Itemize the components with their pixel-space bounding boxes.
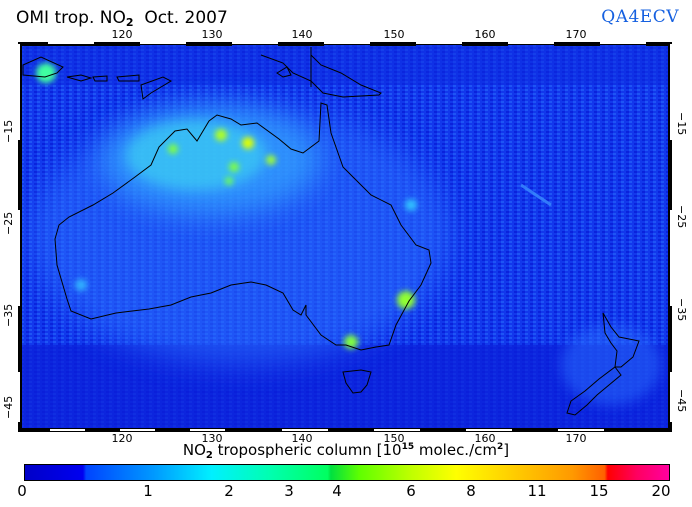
colorbar-tick: 3 (284, 482, 294, 500)
colorbar-label-exponent: 15 (401, 442, 415, 452)
colorbar-label-mid: tropospheric column [10 (212, 441, 402, 459)
map-frame-right (668, 42, 672, 432)
colorbar (24, 464, 670, 481)
map-frame-bottom (20, 428, 672, 432)
lat-tick-right: −15 (675, 112, 688, 136)
lon-tick-top: 140 (291, 28, 313, 41)
title-subscript: 2 (125, 16, 134, 29)
lon-tick-bottom: 130 (201, 432, 223, 445)
colorbar-tick: 20 (651, 482, 671, 500)
lon-tick-bottom: 120 (111, 432, 133, 445)
lon-tick-top: 160 (474, 28, 496, 41)
colorbar-tick: 6 (406, 482, 416, 500)
lat-tick-left: −35 (2, 303, 15, 327)
lat-tick-right: −25 (675, 205, 688, 229)
lon-tick-top: 130 (201, 28, 223, 41)
colorbar-label-end: ] (503, 441, 510, 459)
colorbar-tick: 8 (466, 482, 476, 500)
map-frame-top (20, 42, 672, 46)
colorbar-tick: 1 (143, 482, 153, 500)
lon-tick-top: 150 (383, 28, 405, 41)
colorbar-tick: 11 (527, 482, 547, 500)
lon-tick-bottom: 170 (565, 432, 587, 445)
colorbar-label-sub: 2 (205, 450, 213, 461)
lon-tick-bottom: 140 (291, 432, 313, 445)
lon-tick-bottom: 160 (474, 432, 496, 445)
lon-tick-bottom: 150 (383, 432, 405, 445)
map-frame-left (18, 42, 22, 432)
lat-tick-right: −45 (675, 389, 688, 413)
lat-tick-left: −15 (2, 119, 15, 143)
colorbar-tick: 4 (332, 482, 342, 500)
no2-map (20, 44, 672, 431)
colorbar-tick: 0 (17, 482, 27, 500)
lon-tick-top: 170 (565, 28, 587, 41)
colorbar-label-unit-exponent: 2 (497, 442, 504, 452)
map-title: OMI trop. NO2 Oct. 2007 (16, 8, 228, 29)
colorbar-label-unit: molec./cm (414, 441, 497, 459)
title-text: OMI trop. NO (16, 8, 126, 28)
lat-tick-right: −35 (675, 298, 688, 322)
brand-label: QA4ECV (601, 7, 679, 27)
lat-tick-left: −45 (2, 395, 15, 419)
map-canvas (21, 45, 671, 430)
colorbar-tick: 15 (589, 482, 609, 500)
colorbar-label: NO2 tropospheric column [1015 molec./cm2… (0, 441, 692, 461)
title-date: Oct. 2007 (133, 8, 228, 28)
colorbar-tick: 2 (224, 482, 234, 500)
lat-tick-left: −25 (2, 211, 15, 235)
lon-tick-top: 120 (111, 28, 133, 41)
colorbar-label-text: NO (182, 441, 206, 459)
